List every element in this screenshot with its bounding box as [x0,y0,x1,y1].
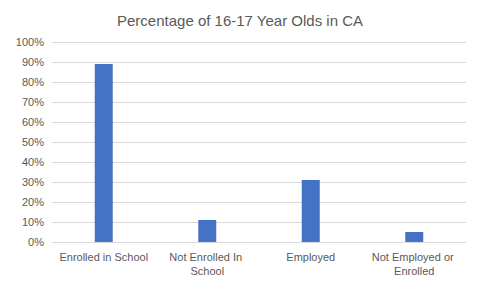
svg-text:10%: 10% [22,216,44,228]
svg-text:20%: 20% [22,196,44,208]
svg-text:80%: 80% [22,76,44,88]
svg-text:Employed: Employed [286,251,335,263]
svg-text:60%: 60% [22,116,44,128]
svg-text:Percentage of 16-17 Year Olds: Percentage of 16-17 Year Olds in CA [117,12,363,29]
svg-text:0%: 0% [28,236,44,248]
svg-text:70%: 70% [22,96,44,108]
svg-text:Enrolled in School: Enrolled in School [59,251,148,263]
svg-text:50%: 50% [22,136,44,148]
svg-text:90%: 90% [22,56,44,68]
svg-text:Not Employed or: Not Employed or [372,251,457,263]
svg-text:30%: 30% [22,176,44,188]
svg-text:100%: 100% [16,36,44,48]
svg-text:School: School [190,265,224,277]
svg-text:Not Enrolled In: Not Enrolled In [169,251,245,263]
svg-text:40%: 40% [22,156,44,168]
svg-text:Enrolled: Enrolled [394,265,434,277]
